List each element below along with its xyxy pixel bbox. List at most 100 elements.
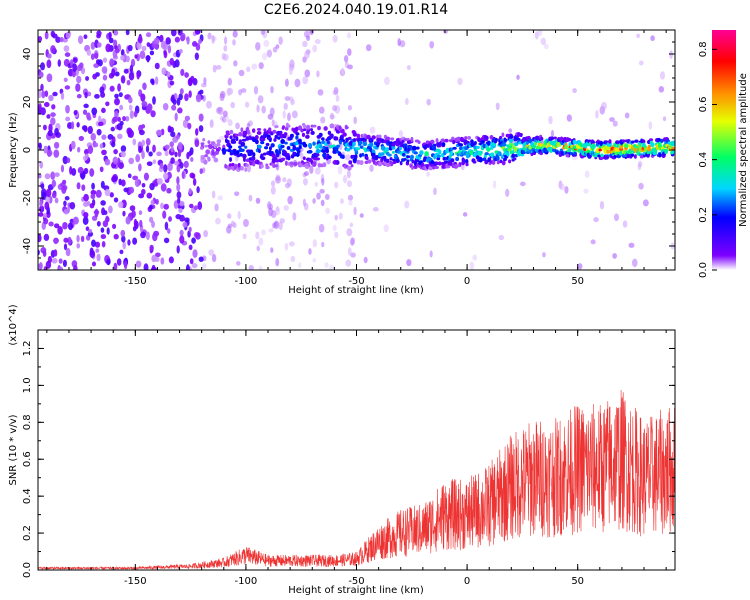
spectrogram-cell [126,127,133,135]
spectrogram-cell [347,64,353,70]
spectrogram-cell [275,258,280,267]
spectrogram-cell [150,110,156,118]
spectrogram-cell [492,180,497,189]
spectrogram-cell [181,171,185,179]
spectrogram-cell [349,145,353,150]
spectrogram-cell [345,147,351,152]
spectrogram-cell [100,91,106,98]
spectrogram-cell [41,90,46,99]
spectrogram-cell [107,134,114,140]
spectrogram-cell [113,197,119,203]
spectrogram-cell [489,134,494,140]
spectrogram-cell [102,57,108,63]
spectrogram-cell [106,259,111,266]
spectrogram-cell [508,159,512,164]
spectrogram-cell [624,112,630,119]
spectrogram-cell [552,140,556,144]
spectrogram-cell [169,141,175,148]
spectrogram-cell [50,250,56,258]
spectrogram-cell [116,123,123,131]
spectrogram-cell [77,166,84,174]
spectrogram-cell [193,205,199,211]
spectrogram-cell [204,154,208,158]
spectrogram-cell [266,49,273,58]
spectrogram-cell [464,146,469,151]
spectrogram-cell [97,121,104,127]
spectrogram-cell [309,30,315,36]
spectrogram-cell [141,150,145,159]
spectrogram-cell [152,144,156,153]
spectrogram-cell [149,182,155,191]
spectrogram-cell [98,115,102,123]
spectrogram-cell [319,188,325,194]
spectrogram-cell [280,157,286,162]
spectrogram-cell [268,146,272,151]
spectrogram-cell [350,252,356,258]
spectrogram-cell [86,115,92,121]
spectrogram-cell [461,158,466,163]
spectrogram-cell [537,30,543,37]
spectrogram-cell [258,265,263,270]
x-tick-label: -150 [124,276,147,287]
spectrogram-cell [141,100,148,108]
spectrogram-cell [216,139,222,144]
spectrogram-cell [234,191,240,197]
spectrogram-cell [123,187,129,193]
spectrogram-cell [166,187,172,194]
spectrogram-cell [179,88,184,95]
spectrogram-cell [634,147,638,153]
spectrogram-cell [40,183,45,189]
spectrogram-cell [71,167,77,176]
spectrogram-cell [347,32,351,39]
spectrogram-cell [310,130,315,136]
spectrogram-cell [295,141,299,146]
spectrogram-cell [169,57,174,66]
spectrogram-cell [469,261,475,270]
spectrogram-cell [198,38,202,44]
spectrogram-cell [200,142,205,146]
spectrogram-cell [251,128,256,133]
spectrogram-cell [96,220,101,227]
spectrogram-cell [612,252,617,259]
spectrogram-cell [213,157,219,163]
spectrogram-cell [100,227,105,233]
spectrogram-cell [81,184,86,191]
spectrogram-cell [342,139,345,143]
spectrogram-cell [352,157,357,162]
spectrogram-cell [573,151,578,156]
spectrogram-cell [630,140,635,144]
spectrogram-cell [134,178,140,188]
spectrogram-cell [126,79,131,86]
spectrogram-cell [198,125,204,133]
spectrogram-cell [104,158,111,166]
spectrogram-cell [462,212,468,217]
spectrogram-cell [38,90,42,99]
spectrogram-cell [244,167,248,172]
spectrogram-cell [105,43,112,53]
spectrogram-cell [83,103,89,109]
y-tick-label: 0.8 [22,414,33,430]
spectrogram-cell [292,212,297,221]
colorbar-tick-label: 0.2 [698,207,709,223]
spectrogram-cell [101,241,106,248]
spectrogram-cell [399,161,403,166]
spectrogram-cell [347,165,352,171]
spectrogram-cell [348,200,353,206]
spectrogram-cell [76,243,81,249]
spectrogram-cell [317,125,321,131]
spectrogram-cell [349,222,354,228]
spectrogram-cell [591,143,596,149]
spectrogram-cell [528,138,533,144]
spectrogram-cell [194,30,200,35]
y-tick-label: 0.2 [22,525,33,541]
spectrogram-cell [90,193,96,200]
spectrogram-cell [209,119,214,128]
spectrogram-cell [110,126,115,132]
spectrogram-x-ticks: -150 -100 -50 0 50 [46,30,667,287]
spectrogram-cell [329,112,335,120]
spectrogram-cell [75,83,81,92]
spectrogram-cell [543,43,549,50]
spectrogram-cell [302,128,307,132]
spectrogram-cell [195,232,201,240]
